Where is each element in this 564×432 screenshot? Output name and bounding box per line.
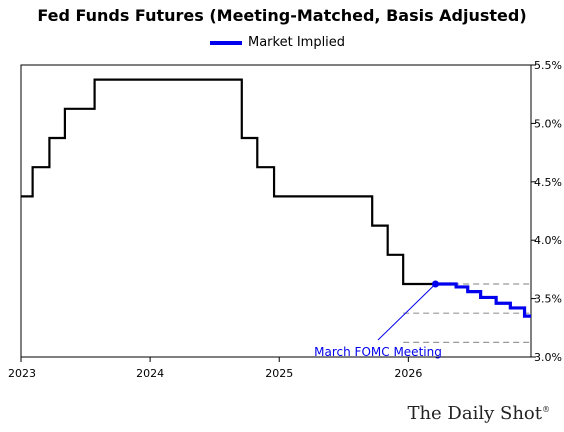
watermark-mark: ® xyxy=(542,405,550,414)
x-tick-label: 2024 xyxy=(136,367,164,380)
y-tick-label: 3.5% xyxy=(534,293,562,306)
watermark-text: The Daily Shot xyxy=(407,403,542,424)
x-tick-label: 2025 xyxy=(265,367,293,380)
watermark: The Daily Shot® xyxy=(407,403,550,424)
y-tick-label: 3.0% xyxy=(534,351,562,364)
y-tick-label: 5.5% xyxy=(534,59,562,72)
series-group xyxy=(21,78,531,318)
legend: Market Implied xyxy=(210,35,345,50)
plot-frame xyxy=(20,64,532,358)
series-line-historical xyxy=(21,78,436,286)
series-line-market-implied xyxy=(435,282,531,318)
y-tick-label: 4.0% xyxy=(534,234,562,247)
annotation-marker xyxy=(431,280,439,288)
annotation-label: March FOMC Meeting xyxy=(314,345,442,359)
annotation-leader-line xyxy=(377,283,436,341)
y-tick-label: 5.0% xyxy=(534,117,562,130)
x-axis: 2023 2024 2025 2026 xyxy=(8,357,422,380)
y-tick-label: 4.5% xyxy=(534,176,562,189)
x-tick-label: 2026 xyxy=(394,367,422,380)
chart-title: Fed Funds Futures (Meeting-Matched, Basi… xyxy=(37,6,527,25)
annotations: March FOMC Meeting xyxy=(314,280,442,359)
legend-swatch-market-implied xyxy=(210,40,242,45)
legend-label-market-implied: Market Implied xyxy=(248,35,346,50)
x-tick-label: 2023 xyxy=(8,367,36,380)
y-axis: 3.0% 3.5% 4.0% 4.5% 5.0% 5.5% xyxy=(531,59,562,364)
